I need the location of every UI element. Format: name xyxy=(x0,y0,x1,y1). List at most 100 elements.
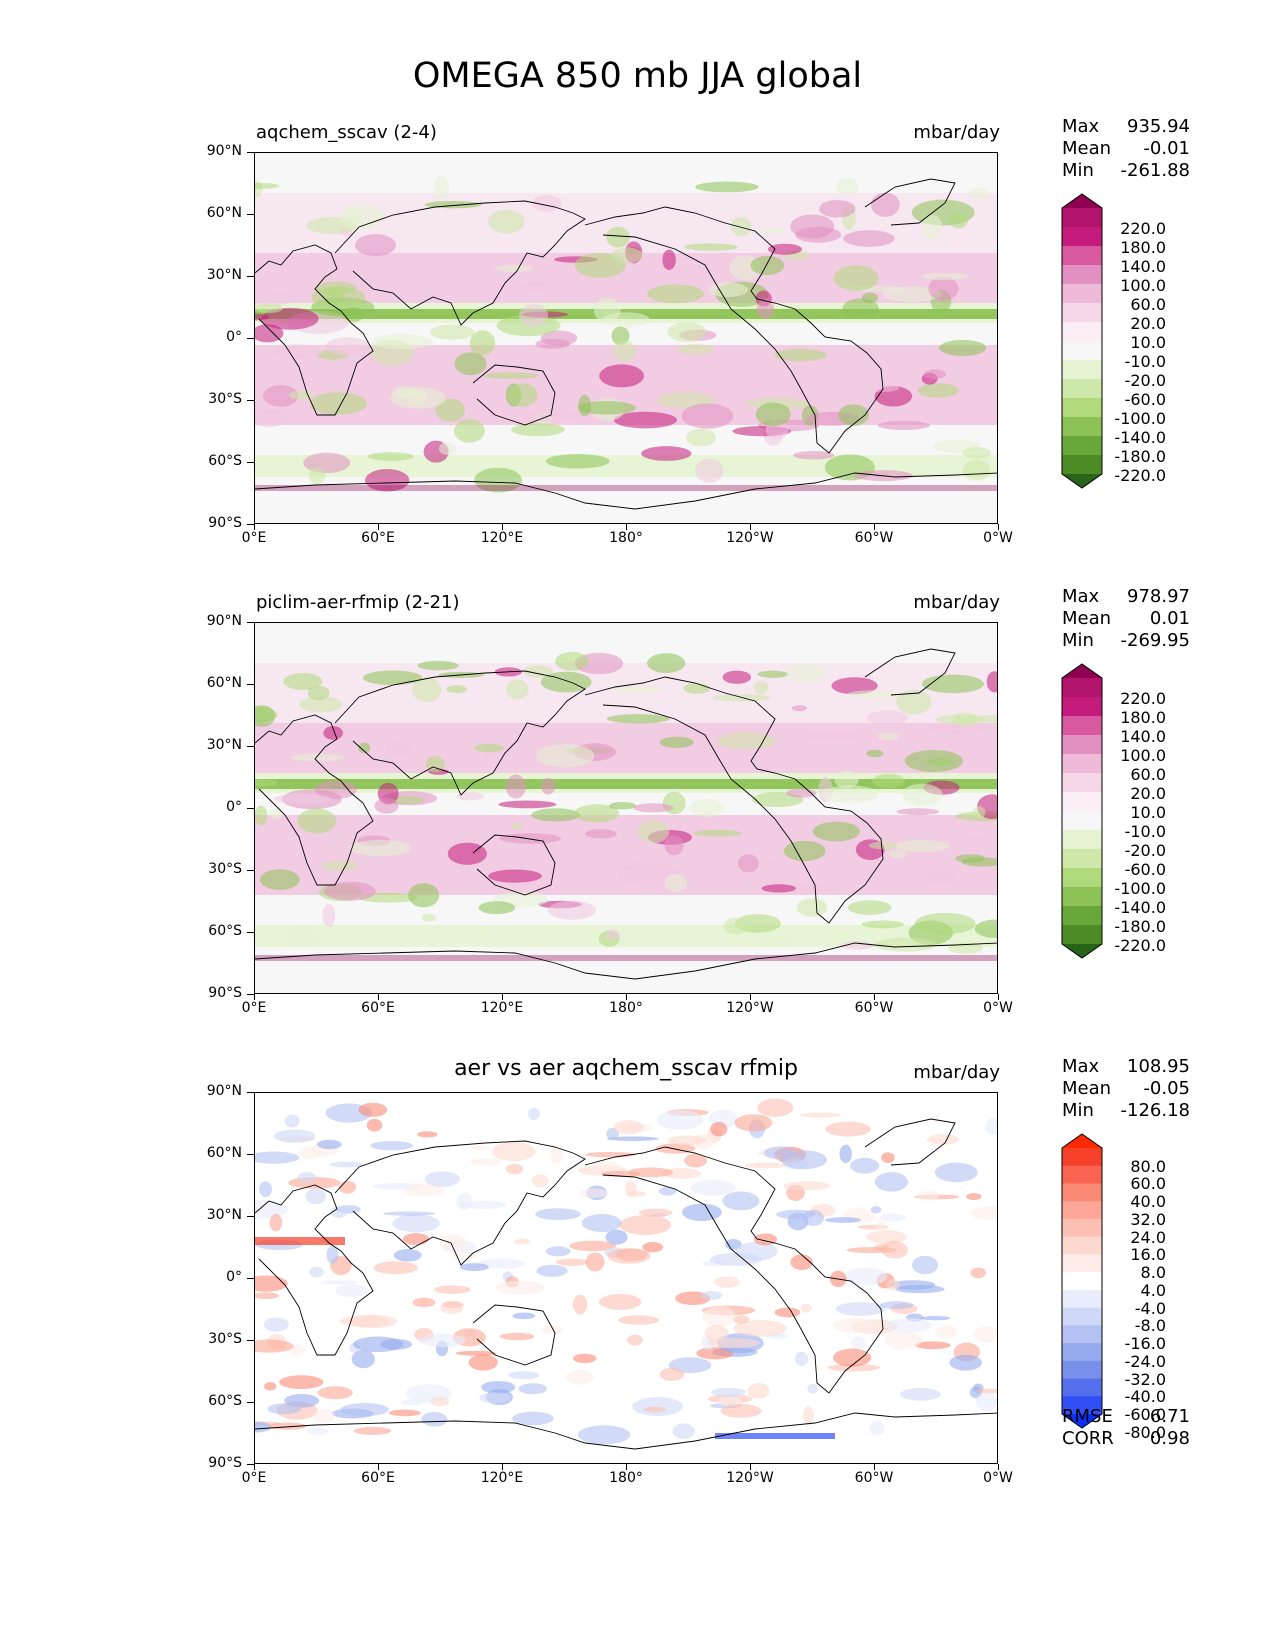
field-blob xyxy=(335,1284,369,1298)
lon-tick xyxy=(626,1464,627,1470)
field-blob xyxy=(793,450,835,460)
lat-tick xyxy=(247,152,254,153)
field-blob xyxy=(710,1121,728,1137)
field-blob xyxy=(612,340,636,362)
lon-tick xyxy=(626,524,627,530)
lon-tick-label: 120°E xyxy=(480,530,524,546)
field-blob xyxy=(314,780,357,800)
field-blob xyxy=(785,664,827,684)
field-blob xyxy=(555,1258,589,1266)
field-blob xyxy=(260,307,319,330)
field-blob xyxy=(681,1203,722,1221)
lon-tick-label: 0°W xyxy=(983,1470,1013,1486)
lon-tick-label: 120°W xyxy=(726,1000,774,1016)
lon-tick-label: 120°E xyxy=(480,1000,524,1016)
field-blob xyxy=(512,1411,554,1426)
colorbar-extend-min xyxy=(1062,944,1102,958)
field-blob xyxy=(683,683,711,694)
coastline xyxy=(472,364,556,426)
field-blob xyxy=(774,1307,801,1318)
field-blob xyxy=(613,1120,644,1135)
lat-tick xyxy=(247,1278,254,1279)
field-blob xyxy=(962,459,991,481)
field-band xyxy=(255,925,997,947)
field-blob xyxy=(641,446,692,461)
field-blob xyxy=(297,1172,317,1183)
field-blob xyxy=(799,1112,842,1118)
field-blob xyxy=(834,770,859,789)
field-blob xyxy=(392,386,419,399)
field-blob xyxy=(326,1245,339,1264)
colorbar-level-label: 60.0 xyxy=(1130,295,1166,314)
field-blob xyxy=(320,861,359,871)
field-blob xyxy=(541,778,556,795)
field-blob xyxy=(875,937,936,952)
field-blob xyxy=(656,1110,704,1130)
field-blob xyxy=(684,1153,708,1168)
field-blob xyxy=(733,1319,787,1337)
lat-tick-label: 60°S xyxy=(208,1393,242,1409)
field-blob xyxy=(355,234,397,257)
field-blob xyxy=(566,1369,594,1385)
field-blob xyxy=(613,411,677,429)
colorbar-level-label: -4.0 xyxy=(1134,1298,1166,1318)
stat-value: 0.01 xyxy=(1149,608,1190,629)
colorbar-bin xyxy=(1062,849,1102,869)
lon-tick-label: 180° xyxy=(609,1470,643,1486)
stat-label: Max xyxy=(1062,116,1100,137)
field-blob xyxy=(890,1280,936,1290)
lat-tick-label: 60°N xyxy=(206,205,242,221)
lon-tick-label: 60°W xyxy=(854,1470,894,1486)
lat-tick xyxy=(247,932,254,933)
field-blob xyxy=(867,710,908,726)
field-blob xyxy=(321,1280,358,1285)
coastline xyxy=(334,200,586,326)
lon-tick-label: 120°E xyxy=(480,1470,524,1486)
field-blob xyxy=(969,187,990,199)
field-blob xyxy=(758,931,792,948)
lat-tick-label: 60°S xyxy=(208,453,242,469)
colorbar-bin xyxy=(1062,1325,1102,1344)
colorbar-level-label: -10.0 xyxy=(1124,822,1166,841)
field-blob xyxy=(317,1139,342,1150)
field-blob xyxy=(866,1230,907,1244)
coastline xyxy=(255,942,997,980)
field-band xyxy=(255,947,997,993)
field-blob xyxy=(647,653,686,673)
lon-tick-label: 120°W xyxy=(726,530,774,546)
colorbar-bin xyxy=(1062,1289,1102,1309)
field-blob xyxy=(255,290,295,307)
lon-tick-label: 60°E xyxy=(361,530,395,546)
lat-tick-label: 0° xyxy=(226,1269,242,1285)
field-blob xyxy=(710,1252,762,1266)
field-blob xyxy=(269,1213,283,1232)
colorbar-extend-max xyxy=(1062,1134,1102,1148)
lat-tick-label: 90°N xyxy=(206,143,242,159)
field-blob xyxy=(914,912,976,935)
colorbar-bin xyxy=(1062,811,1102,831)
field-blob xyxy=(393,1248,422,1262)
field-blob xyxy=(498,800,557,809)
lat-tick xyxy=(247,524,254,525)
field-blob xyxy=(877,420,930,430)
field-blob xyxy=(884,1318,933,1333)
field-blob xyxy=(790,1254,813,1271)
lat-tick-label: 0° xyxy=(226,329,242,345)
field-blob xyxy=(456,792,485,801)
field-blob xyxy=(812,821,861,842)
field-blob xyxy=(470,1145,492,1151)
field-blob xyxy=(744,1162,787,1169)
lat-tick xyxy=(247,1216,254,1217)
panel-title: aqchem_sscav (2-4) xyxy=(256,122,437,143)
field-blob xyxy=(612,686,664,693)
field-blob xyxy=(309,1266,324,1278)
field-blob xyxy=(757,1098,794,1117)
lon-tick-label: 60°E xyxy=(361,1470,395,1486)
field-blob xyxy=(824,1217,862,1223)
field-blob xyxy=(255,1292,280,1299)
panel-units: mbar/day xyxy=(913,122,1000,143)
stat-value: 108.95 xyxy=(1127,1056,1190,1077)
colorbar-outline xyxy=(1061,663,1103,959)
colorbar-level-label: 80.0 xyxy=(1130,1156,1166,1176)
lat-tick-label: 0° xyxy=(226,799,242,815)
